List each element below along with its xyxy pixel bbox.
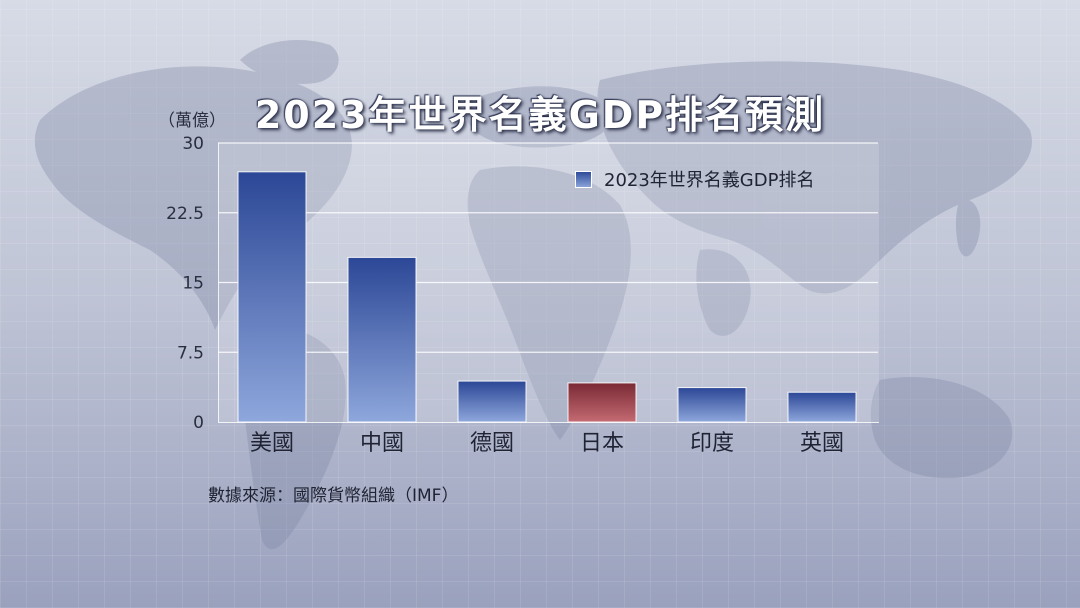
legend-swatch xyxy=(575,170,592,188)
gridlines xyxy=(218,142,878,353)
x-tick-label: 英國 xyxy=(800,431,844,456)
y-tick-label: 7.5 xyxy=(177,343,204,363)
legend: 2023年世界名義GDP排名 xyxy=(575,166,814,192)
x-tick-label: 日本 xyxy=(580,431,624,456)
y-tick-label: 22.5 xyxy=(166,204,204,224)
y-tick-label: 0 xyxy=(193,413,204,433)
x-tick-label: 美國 xyxy=(250,431,294,456)
source-note: 數據來源：國際貨幣組織（IMF） xyxy=(208,486,459,506)
y-axis-unit-label: （萬億） xyxy=(158,111,226,131)
y-tick-label: 30 xyxy=(182,134,204,154)
bars xyxy=(237,171,857,423)
bar-1 xyxy=(237,171,307,423)
bar-6 xyxy=(787,391,857,423)
bar-3 xyxy=(457,380,527,423)
bar-2 xyxy=(347,256,417,423)
x-tick-label: 德國 xyxy=(470,431,514,456)
legend-label: 2023年世界名義GDP排名 xyxy=(604,170,815,191)
y-tick-label: 15 xyxy=(182,274,204,294)
x-tick-label: 印度 xyxy=(690,431,734,456)
x-axis: 美國 中國 德國 日本 印度 英國 xyxy=(250,431,844,456)
bar-4 xyxy=(567,382,637,423)
x-tick-label: 中國 xyxy=(360,431,404,456)
y-axis: 0 7.5 15 22.5 30 xyxy=(166,134,204,433)
chart-title: 2023年世界名義GDP排名預測 xyxy=(254,93,826,137)
bar-5 xyxy=(677,387,747,423)
